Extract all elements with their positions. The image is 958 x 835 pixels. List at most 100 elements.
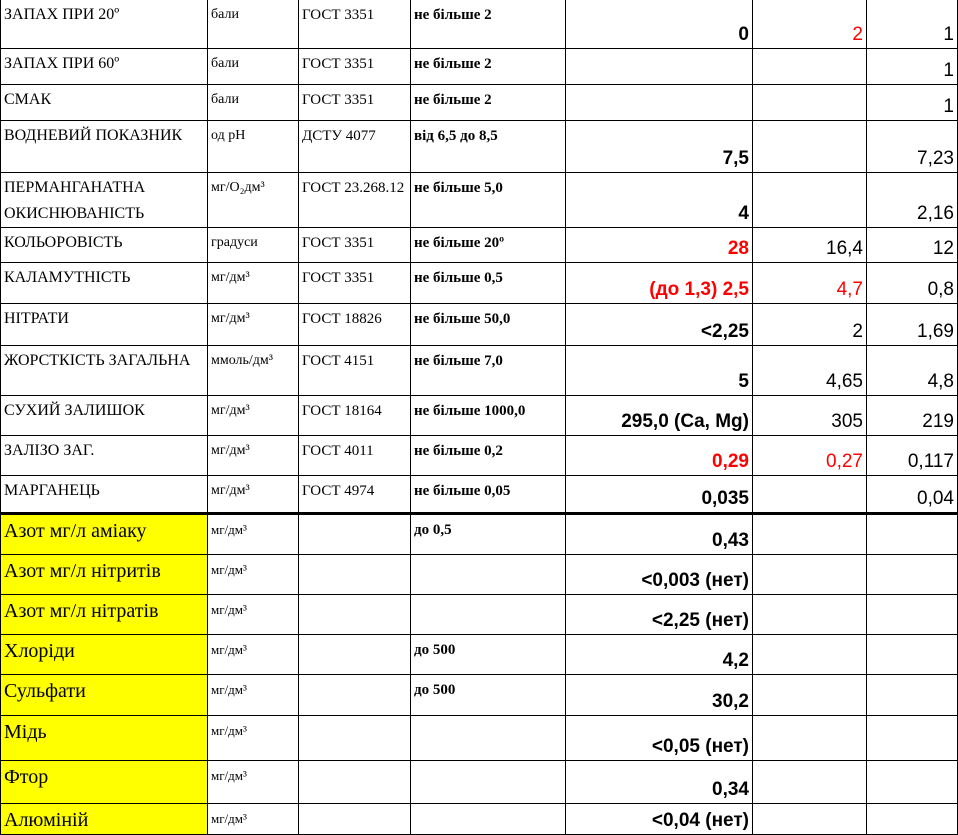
parameter-name-cell: Азот мг/л аміаку — [0, 512, 208, 555]
result-1-cell: 30,2 — [565, 674, 753, 716]
result-3-cell: 0,8 — [866, 262, 958, 304]
table-row: КАЛАМУТНІСТЬ мг/дм³ ГОСТ 3351 не більше 0,5… — [0, 262, 958, 304]
result-1-cell — [565, 48, 753, 85]
result-1-cell: <2,25 — [565, 303, 753, 346]
parameter-name-cell: МАРГАНЕЦЬ — [0, 475, 208, 514]
parameter-name-cell: Алюміній — [0, 803, 208, 835]
unit-cell: мг/дм³ — [207, 715, 299, 761]
result-2-cell — [752, 172, 867, 228]
parameter-name-cell: Хлоріди — [0, 634, 208, 675]
table-row: СУХИЙ ЗАЛИШОК мг/дм³ ГОСТ 18164 не більше 1… — [0, 395, 958, 436]
result-1-cell: 28 — [565, 227, 753, 263]
result-3-cell — [866, 634, 958, 675]
table-row: Алюміній мг/дм³ <0,04 (нет) — [0, 803, 958, 835]
table-row: Хлоріди мг/дм³ до 500 4,2 — [0, 634, 958, 675]
test-method-cell: ГОСТ 18826 — [298, 303, 411, 346]
result-1-cell: 0 — [565, 0, 753, 49]
unit-cell: мг/дм³ — [207, 594, 299, 635]
parameter-name-cell: Азот мг/л нітритів — [0, 554, 208, 595]
result-2-cell: 0,27 — [752, 435, 867, 476]
test-method-cell — [298, 512, 411, 555]
result-2-cell: 16,4 — [752, 227, 867, 263]
result-1-cell: 0,29 — [565, 435, 753, 476]
unit-cell: мг/дм³ — [207, 262, 299, 304]
result-3-cell: 0,04 — [866, 475, 958, 514]
unit-cell: бали — [207, 0, 299, 49]
unit-cell: градуси — [207, 227, 299, 263]
unit-cell: мг/дм³ — [207, 674, 299, 716]
table-row: Азот мг/л нітратів мг/дм³ <2,25 (нет) — [0, 594, 958, 635]
result-3-cell: 1 — [866, 84, 958, 121]
result-2-cell — [752, 674, 867, 716]
table-row: КОЛЬОРОВІСТЬ градуси ГОСТ 3351 не більше 20… — [0, 227, 958, 263]
test-method-cell — [298, 554, 411, 595]
table-row: НІТРАТИ мг/дм³ ГОСТ 18826 не більше 50,0 <2,… — [0, 303, 958, 346]
result-3-cell — [866, 674, 958, 716]
test-method-cell: ГОСТ 4151 — [298, 345, 411, 396]
result-2-cell: 305 — [752, 395, 867, 436]
result-3-cell: 12 — [866, 227, 958, 263]
norm-cell: не більше 0,5 — [410, 262, 566, 304]
test-method-cell: ГОСТ 4011 — [298, 435, 411, 476]
result-3-cell: 219 — [866, 395, 958, 436]
result-2-cell — [752, 48, 867, 85]
result-3-cell — [866, 594, 958, 635]
parameter-name-cell: ПЕРМАНГАНАТНА ОКИСНЮВАНІСТЬ — [0, 172, 208, 228]
result-2-cell: 4,65 — [752, 345, 867, 396]
unit-cell: бали — [207, 48, 299, 85]
norm-cell: не більше 2 — [410, 0, 566, 49]
table-row: МАРГАНЕЦЬ мг/дм³ ГОСТ 4974 не більше 0,05 0,… — [0, 475, 958, 514]
norm-cell: не більше 20º — [410, 227, 566, 263]
parameter-name-cell: СУХИЙ ЗАЛИШОК — [0, 395, 208, 436]
unit-cell: ммоль/дм³ — [207, 345, 299, 396]
result-3-cell: 1,69 — [866, 303, 958, 346]
result-3-cell: 1 — [866, 0, 958, 49]
result-1-cell: 0,035 — [565, 475, 753, 514]
result-2-cell: 4,7 — [752, 262, 867, 304]
test-method-cell: ГОСТ 4974 — [298, 475, 411, 514]
result-2-cell — [752, 594, 867, 635]
result-1-cell: 0,43 — [565, 512, 753, 555]
result-2-cell — [752, 475, 867, 514]
norm-cell: від 6,5 до 8,5 — [410, 120, 566, 173]
test-method-cell: ГОСТ 23.268.12 — [298, 172, 411, 228]
parameter-name-cell: НІТРАТИ — [0, 303, 208, 346]
unit-cell: мг/дм³ — [207, 303, 299, 346]
norm-cell: до 0,5 — [410, 512, 566, 555]
result-2-cell — [752, 554, 867, 595]
result-1-cell: 295,0 (Ca, Mg) — [565, 395, 753, 436]
parameter-name-cell: Фтор — [0, 760, 208, 804]
norm-cell: до 500 — [410, 674, 566, 716]
table-row: ПЕРМАНГАНАТНА ОКИСНЮВАНІСТЬ мг/O₂дм³ ГОСТ … — [0, 172, 958, 228]
result-3-cell: 0,117 — [866, 435, 958, 476]
test-method-cell: ГОСТ 3351 — [298, 262, 411, 304]
unit-cell: мг/дм³ — [207, 803, 299, 835]
test-method-cell: ГОСТ 3351 — [298, 227, 411, 263]
test-method-cell — [298, 634, 411, 675]
norm-cell: не більше 2 — [410, 48, 566, 85]
result-2-cell — [752, 512, 867, 555]
result-3-cell — [866, 760, 958, 804]
result-2-cell — [752, 760, 867, 804]
table-row: ЗАЛІЗО ЗАГ. мг/дм³ ГОСТ 4011 не більше 0,2 0… — [0, 435, 958, 476]
result-3-cell: 7,23 — [866, 120, 958, 173]
unit-cell: мг/O₂дм³ — [207, 172, 299, 228]
table-row: Сульфати мг/дм³ до 500 30,2 — [0, 674, 958, 716]
norm-cell: не більше 1000,0 — [410, 395, 566, 436]
table-row: Азот мг/л аміаку мг/дм³ до 0,5 0,43 — [0, 512, 958, 555]
result-3-cell — [866, 554, 958, 595]
test-method-cell — [298, 760, 411, 804]
result-1-cell: 5 — [565, 345, 753, 396]
result-2-cell: 2 — [752, 0, 867, 49]
table-row: ЗАПАХ ПРИ 60º бали ГОСТ 3351 не більше 2 1 — [0, 48, 958, 85]
table-row: Фтор мг/дм³ 0,34 — [0, 760, 958, 804]
result-1-cell: <2,25 (нет) — [565, 594, 753, 635]
parameter-name-cell: ЗАПАХ ПРИ 60º — [0, 48, 208, 85]
parameter-name-cell: Мідь — [0, 715, 208, 761]
test-method-cell — [298, 594, 411, 635]
unit-cell: мг/дм³ — [207, 554, 299, 595]
test-method-cell — [298, 803, 411, 835]
result-3-cell — [866, 512, 958, 555]
norm-cell: не більше 50,0 — [410, 303, 566, 346]
